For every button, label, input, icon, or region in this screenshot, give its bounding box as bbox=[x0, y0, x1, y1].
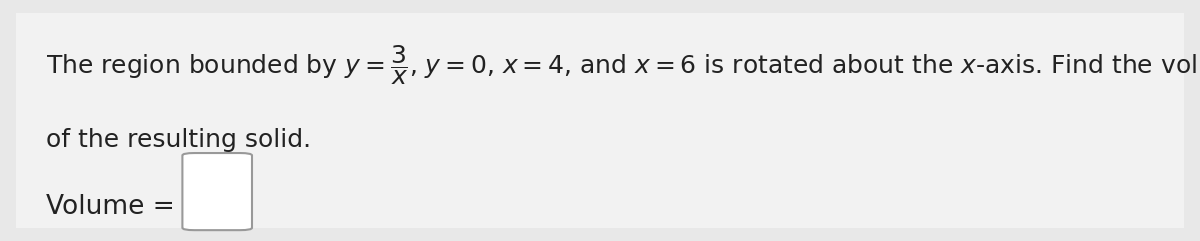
Text: The region bounded by $y = \dfrac{3}{x}$, $y = 0$, $x = 4$, and $x = 6$ is rotat: The region bounded by $y = \dfrac{3}{x}$… bbox=[46, 43, 1200, 87]
Text: of the resulting solid.: of the resulting solid. bbox=[46, 128, 311, 152]
Text: Volume =: Volume = bbox=[46, 194, 182, 220]
